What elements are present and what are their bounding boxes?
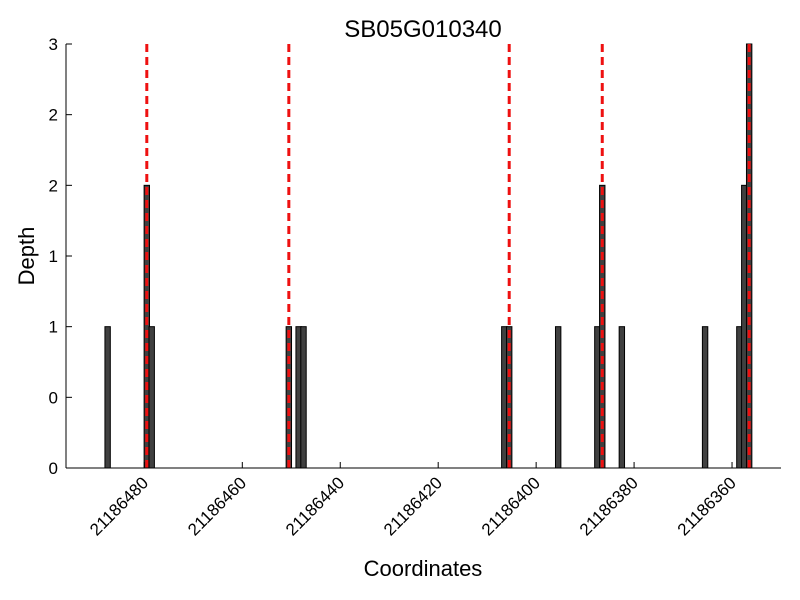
x-ticks-group: 21186480 21186460 21186440 21186420 21186400… <box>86 462 740 539</box>
y-axis-label: Depth <box>14 227 39 286</box>
x-tick-label-3: 21186420 <box>380 473 446 539</box>
x-tick-label-1: 21186460 <box>184 473 250 539</box>
depth-bar-12 <box>701 326 709 469</box>
x-tick-label-0: 21186480 <box>86 473 152 539</box>
x-axis-label: Coordinates <box>364 556 483 581</box>
x-tick-label-2: 21186440 <box>282 473 348 539</box>
y-tick-label-1: 0 <box>49 388 58 407</box>
y-tick-label-6: 3 <box>49 35 58 54</box>
depth-bar-2 <box>148 326 155 469</box>
y-tick-label-0: 0 <box>49 459 58 478</box>
y-tick-label-4: 2 <box>49 176 58 195</box>
x-tick-label-4: 21186400 <box>478 473 544 539</box>
y-tick-label-5: 2 <box>49 106 58 125</box>
y-tick-label-3: 1 <box>49 247 58 266</box>
depth-bar-0 <box>104 326 111 469</box>
depth-bar-8 <box>554 326 562 469</box>
y-tick-label-2: 1 <box>49 318 58 337</box>
x-tick-label-5: 21186380 <box>576 473 642 539</box>
bars-group <box>104 43 753 469</box>
depth-bar-5 <box>300 326 307 469</box>
axes-group <box>65 44 781 469</box>
x-tick-label-6: 21186360 <box>674 473 740 539</box>
markers-group <box>145 44 751 468</box>
depth-bar-11 <box>618 326 626 469</box>
chart-title: SB05G010340 <box>344 16 501 43</box>
y-ticks-group: 0 0 1 1 2 2 3 <box>49 35 72 478</box>
